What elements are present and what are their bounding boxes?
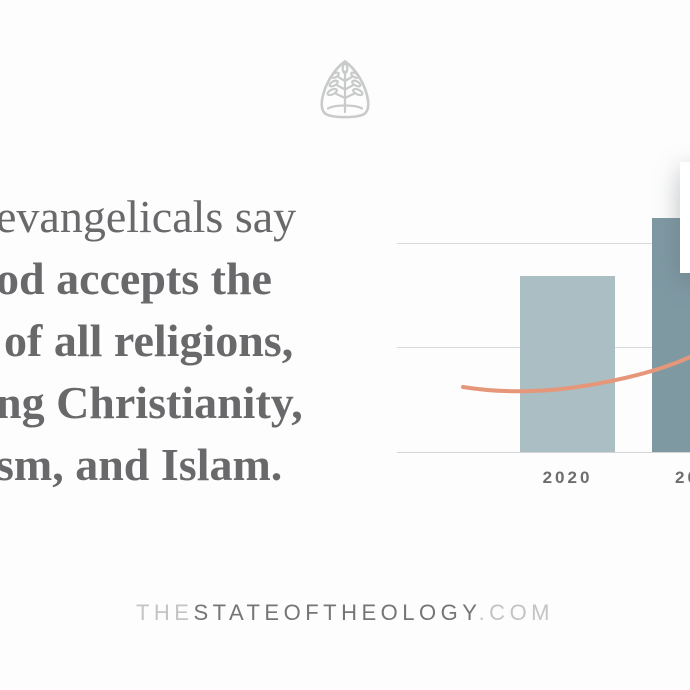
headline-line-1: evangelicals say [0, 191, 297, 242]
site-url: THESTATEOFTHEOLOGY.COM [0, 600, 690, 626]
headline-line-5: sm, and Islam. [0, 439, 283, 490]
x-axis-label-2022: 2022 [675, 468, 690, 487]
ligonier-tree-logo-icon [317, 59, 373, 125]
bar-2020 [520, 276, 615, 452]
value-callout-box [680, 162, 690, 273]
headline-line-4: ng Christianity, [0, 377, 303, 428]
gridline-50pct [397, 243, 690, 244]
headline-line-3: of all religions, [4, 315, 294, 366]
headline-line-2: od accepts the [0, 253, 272, 304]
x-axis-label-2020: 2020 [542, 468, 593, 487]
site-url-main: STATEOFTHEOLOGY [193, 600, 479, 625]
headline-text: evangelicals say od accepts the of all r… [0, 186, 396, 496]
x-axis-line [397, 452, 690, 453]
site-url-com: .COM [478, 600, 555, 625]
site-url-the: THE [135, 600, 194, 625]
